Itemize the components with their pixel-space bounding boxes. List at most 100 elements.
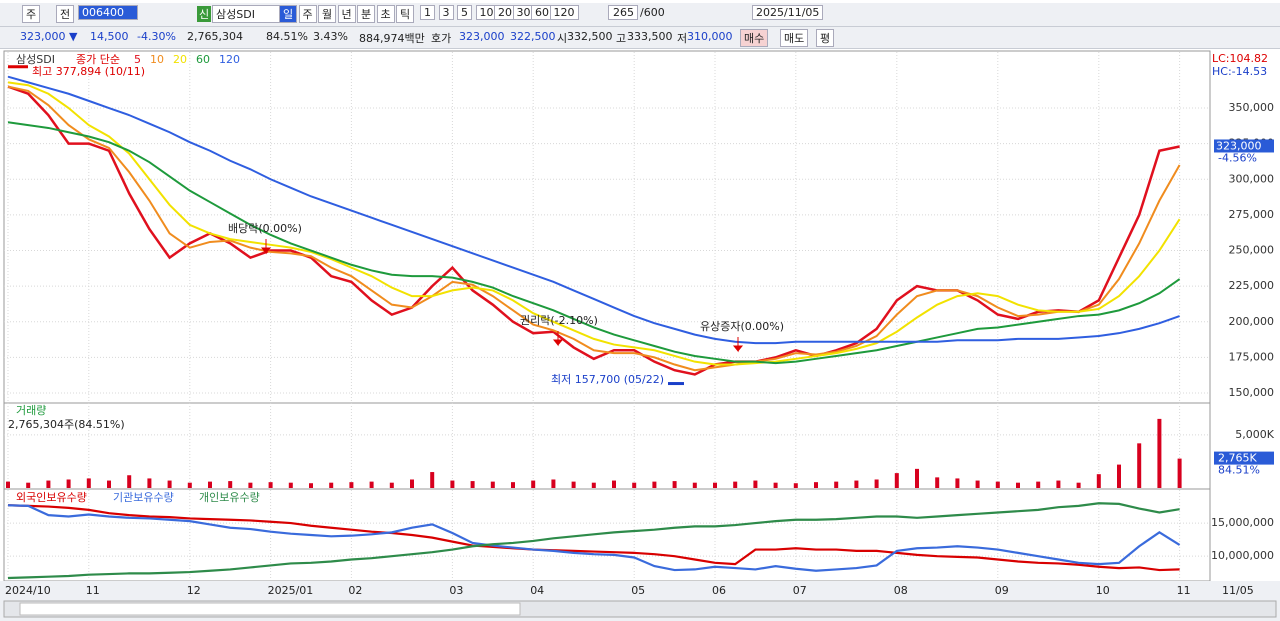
- period-button[interactable]: 틱: [396, 5, 415, 23]
- volume-bar: [389, 482, 394, 488]
- volume-bar: [369, 481, 374, 488]
- plot-frame: [3, 50, 1211, 582]
- x-tick-label: 08: [894, 584, 908, 597]
- volume-bar: [915, 468, 919, 488]
- volume-bar: [208, 481, 212, 488]
- volume-bar: [874, 479, 879, 488]
- stock-name[interactable]: 삼성SDI: [212, 5, 280, 23]
- interval-button[interactable]: 5: [457, 5, 472, 20]
- type-select[interactable]: 주: [22, 5, 41, 23]
- volume-bar: [995, 481, 1000, 488]
- volume-bar: [66, 479, 71, 488]
- scroll-thumb[interactable]: [19, 602, 521, 616]
- amount: 884,974백만: [359, 32, 425, 45]
- period-button[interactable]: 일: [279, 5, 298, 23]
- volume-bar: [248, 482, 253, 488]
- legend-entry: 개인보유수량: [199, 491, 260, 504]
- price-change: -4.56%: [1218, 151, 1257, 164]
- low-note: 최저 157,700 (05/22): [551, 373, 664, 386]
- series-line: [7, 81, 1181, 366]
- volume-bar: [1117, 464, 1121, 488]
- event-arrow: [260, 239, 272, 255]
- sell-button[interactable]: 매도: [780, 29, 809, 47]
- code-input[interactable]: 006400: [78, 5, 138, 20]
- high: 333,500: [627, 30, 673, 43]
- x-tick-label: 11: [1177, 584, 1191, 597]
- y-tick-label: 225,000: [1229, 279, 1275, 292]
- x-end-label: 11/05: [1222, 584, 1254, 597]
- x-tick-label: 06: [712, 584, 726, 597]
- x-tick-label: 04: [530, 584, 544, 597]
- y-tick-label: 10,000,000: [1211, 549, 1274, 562]
- volume-bar: [6, 481, 10, 488]
- volume-bar: [470, 481, 475, 488]
- high-label: 고: [616, 32, 627, 45]
- turnover: 3.43%: [313, 30, 348, 43]
- volume-bar: [1096, 474, 1101, 488]
- volume-bar: [1076, 482, 1081, 488]
- date-input[interactable]: 2025/11/05: [752, 5, 824, 20]
- max-count: /600: [640, 6, 665, 19]
- volume-bar: [511, 482, 515, 488]
- change-pct: -4.30%: [137, 30, 176, 43]
- buy-button[interactable]: 매수: [740, 29, 769, 47]
- volume-bar: [571, 481, 576, 488]
- bid: 322,500: [510, 30, 556, 43]
- volume-bar: [935, 477, 940, 488]
- volume-box: [1214, 451, 1274, 465]
- x-tick-label: 07: [793, 584, 807, 597]
- volume-bar: [733, 481, 738, 488]
- y-tick-label: 200,000: [1229, 315, 1275, 328]
- y-tick-label: 250,000: [1229, 244, 1275, 257]
- y-tick-label: 300,000: [1229, 172, 1275, 185]
- volume-bar: [329, 482, 334, 488]
- x-tick-label: 2024/10: [5, 584, 51, 597]
- scrollbar[interactable]: [3, 600, 1277, 618]
- legend-entry: 60: [196, 53, 210, 66]
- volume-bar: [46, 480, 51, 488]
- high-note: 최고 377,894 (10/11): [32, 65, 145, 78]
- period-button[interactable]: 분: [357, 5, 376, 23]
- y-tick-label: 175,000: [1229, 350, 1275, 363]
- mode-select[interactable]: 전: [56, 5, 75, 23]
- panel-subtitle: 2,765,304주(84.51%): [8, 418, 125, 431]
- event-note: 배당락(0.00%): [228, 222, 302, 235]
- series-line: [7, 75, 1180, 345]
- period-button[interactable]: 년: [337, 5, 356, 23]
- volume-bar: [773, 482, 778, 488]
- volume-bar: [450, 480, 455, 488]
- volume-bar: [672, 481, 677, 488]
- interval-button[interactable]: 20: [494, 5, 516, 20]
- y-tick-label: 150,000: [1229, 386, 1275, 399]
- volume-bar: [309, 483, 313, 488]
- series-line: [7, 85, 1181, 372]
- interval-button[interactable]: 120: [549, 5, 579, 20]
- series-line: [7, 502, 1180, 580]
- period-button[interactable]: 월: [318, 5, 337, 23]
- eval-button[interactable]: 평: [816, 29, 835, 47]
- event-note: 권리락(-2.10%): [520, 314, 598, 327]
- y-tick-label: 15,000,000: [1211, 516, 1274, 529]
- interval-button[interactable]: 1: [420, 5, 435, 20]
- period-button[interactable]: 초: [376, 5, 395, 23]
- x-tick-label: 2025/01: [268, 584, 314, 597]
- volume-bar: [268, 482, 273, 488]
- legend-entry: 20: [173, 53, 187, 66]
- x-tick-label: 12: [187, 584, 201, 597]
- volume: 2,765,304: [187, 30, 243, 43]
- legend-entry: 외국인보유수량: [16, 491, 87, 504]
- legend-entry: 기관보유수량: [113, 491, 174, 504]
- volume-bar: [1056, 480, 1061, 488]
- series-line: [7, 504, 1181, 572]
- interval-button[interactable]: 3: [438, 5, 454, 20]
- volume-bar: [167, 480, 172, 488]
- volume-bar: [612, 480, 616, 488]
- interval-button[interactable]: 30: [512, 5, 535, 20]
- period-button[interactable]: 주: [298, 5, 317, 23]
- volume-bar: [955, 478, 960, 488]
- count[interactable]: 265: [608, 5, 638, 20]
- event-note: 유상증자(0.00%): [700, 320, 784, 333]
- x-tick-label: 02: [348, 584, 362, 597]
- lc-label: LC:104.82: [1212, 52, 1268, 65]
